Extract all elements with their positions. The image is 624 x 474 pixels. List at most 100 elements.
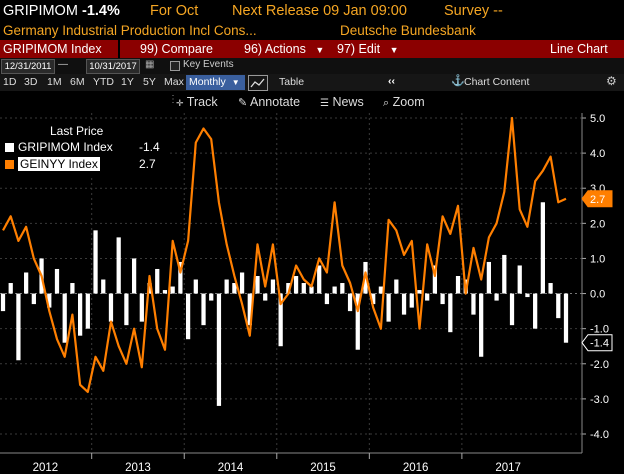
bar bbox=[47, 293, 52, 308]
bar bbox=[556, 293, 561, 319]
zoom-label: Zoom bbox=[392, 95, 425, 109]
collapse-icon[interactable]: ‹‹ bbox=[388, 75, 395, 87]
bar bbox=[247, 293, 252, 326]
bar bbox=[540, 202, 545, 294]
bar bbox=[178, 261, 183, 294]
bar bbox=[162, 290, 168, 294]
bar bbox=[116, 237, 121, 294]
range-max[interactable]: Max bbox=[164, 76, 184, 88]
edit-button[interactable]: 97) Edit ▼ bbox=[337, 42, 399, 56]
bar bbox=[201, 293, 206, 326]
line-series bbox=[2, 116, 567, 393]
bar bbox=[486, 261, 491, 294]
x-tick-label: 2016 bbox=[403, 462, 429, 474]
edit-label: 97) Edit bbox=[337, 42, 381, 56]
range-ytd[interactable]: YTD bbox=[93, 76, 114, 88]
frequency-value: Monthly bbox=[189, 76, 226, 88]
legend-item-gripimom[interactable]: GRIPIMOM Index -1.4 bbox=[5, 140, 170, 155]
security-field[interactable]: GRIPIMOM Index bbox=[3, 42, 102, 56]
chart-content-icon: ⚓ bbox=[451, 75, 465, 87]
bar bbox=[502, 254, 507, 294]
news-button[interactable]: ☰ News bbox=[320, 94, 364, 110]
key-events-checkbox[interactable] bbox=[170, 61, 180, 71]
y-tick-label: 4.0 bbox=[590, 148, 605, 160]
chart-view-label[interactable]: Line Chart bbox=[550, 42, 608, 56]
value-marker-shape bbox=[581, 190, 613, 208]
range-1d[interactable]: 1D bbox=[3, 76, 17, 88]
bar bbox=[124, 293, 129, 326]
line-chart-icon[interactable] bbox=[248, 75, 268, 91]
bar bbox=[324, 293, 330, 305]
chart-content-button[interactable]: Chart Content bbox=[464, 76, 530, 88]
value-marker: -1.4 bbox=[581, 334, 613, 352]
news-label: News bbox=[332, 95, 364, 109]
bar bbox=[54, 268, 60, 294]
range-5y[interactable]: 5Y bbox=[143, 76, 156, 88]
bar bbox=[409, 293, 414, 308]
legend-swatch-gripimom bbox=[5, 143, 14, 152]
description-row: Germany Industrial Production Incl Cons.… bbox=[0, 22, 624, 40]
bar bbox=[255, 276, 260, 294]
calendar-icon[interactable]: ▦ bbox=[145, 59, 155, 70]
actions-label: 96) Actions bbox=[244, 42, 306, 56]
bar bbox=[479, 293, 484, 357]
bar bbox=[24, 272, 29, 294]
bar bbox=[494, 293, 499, 301]
actions-button[interactable]: 96) Actions ▼ bbox=[244, 42, 324, 56]
edit-dropdown-icon: ▼ bbox=[389, 45, 399, 55]
bar bbox=[548, 283, 553, 294]
bar bbox=[62, 293, 67, 343]
chart-tools-row: ⋮ ✛ Track ✎ Annotate ☰ News ⌕ Zoom bbox=[0, 91, 624, 113]
bar bbox=[0, 293, 6, 312]
y-tick-label: 1.0 bbox=[590, 253, 605, 265]
range-1m[interactable]: 1M bbox=[47, 76, 62, 88]
bar bbox=[309, 286, 314, 294]
bar bbox=[85, 293, 90, 329]
compare-button[interactable]: 99) Compare bbox=[140, 42, 213, 56]
bar bbox=[70, 283, 75, 294]
range-1y[interactable]: 1Y bbox=[121, 76, 134, 88]
annotate-icon: ✎ bbox=[238, 97, 248, 109]
start-date: 12/31/2011 bbox=[4, 61, 52, 72]
toolbar-divider bbox=[118, 40, 120, 58]
main-toolbar: GRIPIMOM Index 99) Compare 96) Actions ▼… bbox=[0, 40, 624, 58]
y-tick-label: -1.0 bbox=[590, 324, 609, 336]
legend-item-geinyy[interactable]: GEINYY Index 2.7 bbox=[5, 157, 170, 172]
annotate-label: Annotate bbox=[250, 95, 301, 109]
bar bbox=[517, 265, 522, 294]
range-3d[interactable]: 3D bbox=[24, 76, 38, 88]
bar bbox=[386, 293, 391, 322]
bar bbox=[355, 293, 360, 350]
bar bbox=[440, 293, 445, 305]
start-date-field[interactable]: 12/31/2011 bbox=[1, 59, 55, 74]
zoom-button[interactable]: ⌕ Zoom bbox=[383, 94, 425, 110]
frequency-dropdown[interactable]: Monthly ▼ bbox=[186, 75, 245, 90]
bar bbox=[31, 293, 36, 305]
end-date-field[interactable]: 10/31/2017 bbox=[86, 59, 140, 74]
bar bbox=[340, 283, 345, 294]
bar bbox=[455, 276, 461, 294]
range-6m[interactable]: 6M bbox=[70, 76, 85, 88]
x-tick-label: 2014 bbox=[218, 462, 244, 474]
bar bbox=[263, 293, 268, 301]
frequency-dropdown-icon: ▼ bbox=[231, 78, 240, 87]
track-button[interactable]: ✛ Track bbox=[176, 94, 218, 110]
x-tick-label: 2015 bbox=[310, 462, 336, 474]
bar bbox=[93, 230, 98, 294]
legend-title: Last Price bbox=[50, 124, 104, 138]
bar bbox=[209, 293, 214, 301]
bar bbox=[131, 258, 137, 294]
x-tick-label: 2017 bbox=[495, 462, 521, 474]
survey-label: Survey -- bbox=[444, 3, 503, 19]
annotate-button[interactable]: ✎ Annotate bbox=[238, 94, 300, 110]
ticker-symbol[interactable]: GRIPIMOM bbox=[3, 3, 78, 19]
bar bbox=[193, 279, 198, 294]
settings-gear-icon[interactable]: ⚙ bbox=[606, 74, 617, 88]
bar bbox=[293, 276, 299, 294]
table-button[interactable]: Table bbox=[279, 76, 305, 88]
y-tick-label: 0.0 bbox=[590, 289, 605, 301]
period-label: For Oct bbox=[150, 3, 199, 19]
x-tick-label: 2012 bbox=[33, 462, 59, 474]
last-value: -1.4% bbox=[82, 3, 120, 19]
bar bbox=[8, 283, 13, 294]
